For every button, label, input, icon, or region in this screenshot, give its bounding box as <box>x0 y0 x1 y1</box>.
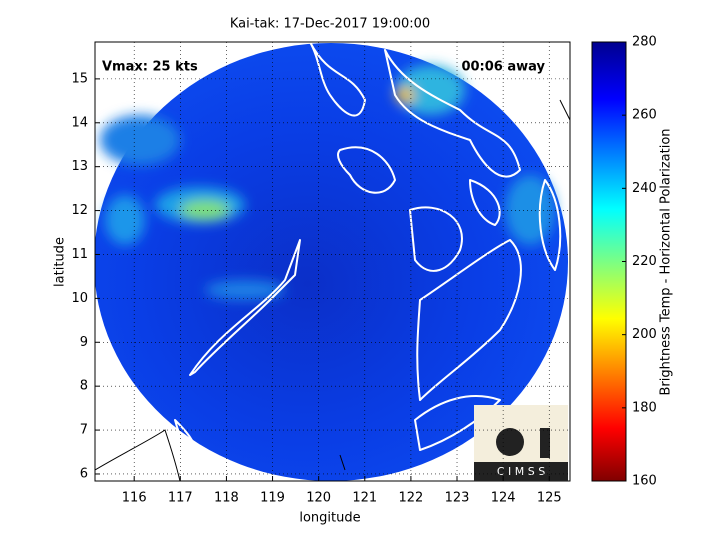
y-tick-label: 8 <box>80 379 88 394</box>
annotation: Vmax: 25 kts <box>102 60 198 75</box>
plot-frame <box>94 41 571 482</box>
colorbar-tick-label: 220 <box>632 254 657 269</box>
y-tick-label: 10 <box>71 291 88 306</box>
colorbar-label: Brightness Temp - Horizontal Polarizatio… <box>659 128 674 395</box>
y-tick-label: 9 <box>80 335 88 350</box>
title: Kai-tak: 17-Dec-2017 19:00:00 <box>230 17 430 32</box>
logo-text: C I M S S <box>497 465 545 478</box>
swath <box>95 43 568 481</box>
colorbar-tick-label: 240 <box>632 181 657 196</box>
annotation: 00:06 away <box>461 60 545 75</box>
y-tick-label: 13 <box>71 159 88 174</box>
x-tick-label: 122 <box>398 491 423 506</box>
x-tick-label: 118 <box>214 491 239 506</box>
x-tick-label: 121 <box>352 491 377 506</box>
y-tick-label: 14 <box>71 115 88 130</box>
colorbar-tick-label: 260 <box>632 108 657 123</box>
y-tick-label: 6 <box>80 466 88 481</box>
x-tick-label: 123 <box>445 491 470 506</box>
x-tick-label: 124 <box>491 491 516 506</box>
logo-band <box>474 462 568 481</box>
y-tick-label: 12 <box>71 203 88 218</box>
y-tick-label: 7 <box>80 423 88 438</box>
logo-dish <box>496 428 524 456</box>
y-axis-label: latitude <box>53 237 68 287</box>
logo: C I M S S <box>474 405 568 481</box>
coastlines-outside <box>95 99 570 481</box>
x-tick-label: 117 <box>168 491 193 506</box>
x-tick-label: 125 <box>537 491 562 506</box>
colorbar-tick-label: 200 <box>632 327 657 342</box>
satellite-image <box>95 42 570 481</box>
coastlines <box>174 42 562 461</box>
y-tick-label: 11 <box>71 247 88 262</box>
y-tick-label: 15 <box>71 71 88 86</box>
x-tick-label: 119 <box>260 491 285 506</box>
cloud-features <box>100 65 555 300</box>
colorbar <box>591 41 627 482</box>
logo-tower <box>540 428 550 458</box>
x-axis-label: longitude <box>299 511 360 526</box>
colorbar-tick-label: 160 <box>632 474 657 489</box>
colorbar-tick-label: 180 <box>632 400 657 415</box>
x-tick-label: 116 <box>122 491 147 506</box>
x-tick-label: 120 <box>306 491 331 506</box>
colorbar-tick-label: 280 <box>632 35 657 50</box>
